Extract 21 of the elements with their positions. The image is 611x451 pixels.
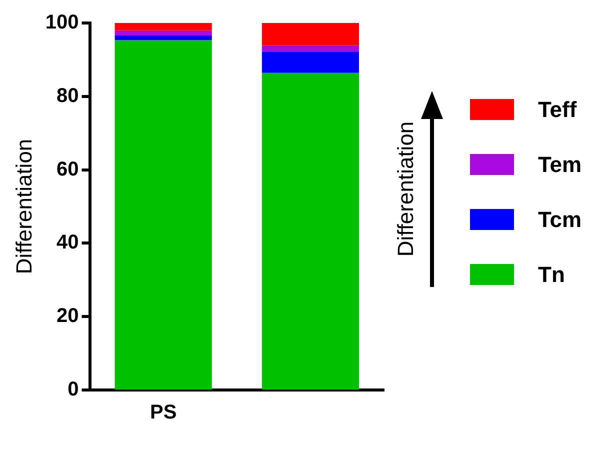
- y-tick-label: 40: [56, 232, 79, 254]
- bar: [262, 23, 359, 46]
- bar: [262, 52, 359, 73]
- bar: [114, 30, 212, 36]
- y-tick-label: 20: [56, 305, 79, 328]
- bar: [262, 45, 359, 52]
- bar: [114, 35, 212, 40]
- bar: [262, 72, 359, 390]
- y-tick-label: 100: [45, 12, 79, 34]
- y-tick-label: 60: [56, 158, 79, 180]
- legend-label: Tem: [538, 152, 582, 178]
- legend-label: Tcm: [538, 206, 582, 232]
- bar: [114, 23, 212, 30]
- x-tick-label: PS: [150, 402, 177, 424]
- legend-label: Tn: [538, 262, 565, 288]
- bar: [114, 40, 212, 390]
- legend-label: Teff: [538, 96, 577, 122]
- y-tick-label: 80: [56, 84, 79, 107]
- y-axis-title: Differentiation: [11, 138, 36, 274]
- y-tick-label: 0: [68, 378, 79, 401]
- text: Differentiation: [393, 121, 419, 257]
